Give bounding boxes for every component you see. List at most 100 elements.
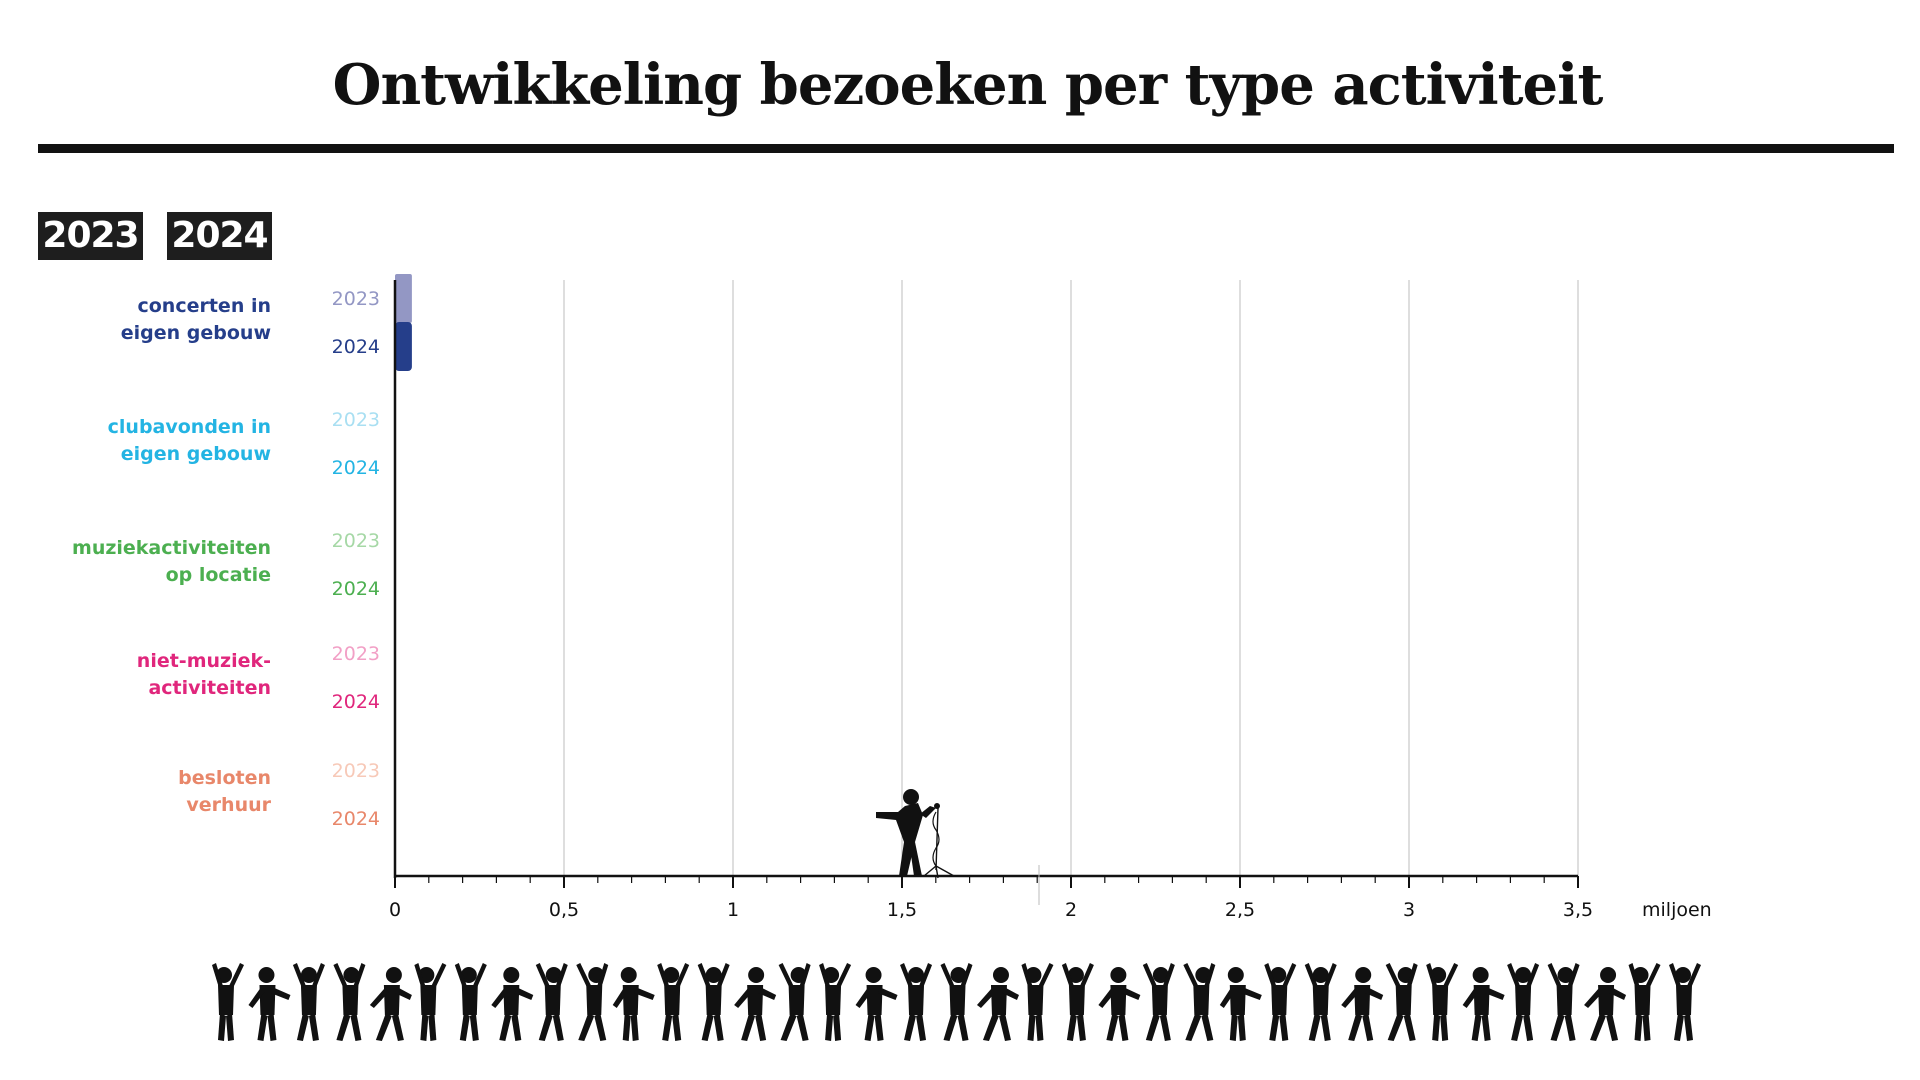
dancer-leg [375, 1013, 392, 1041]
dancer-leg [1027, 1013, 1036, 1041]
dancer-arm [1645, 963, 1661, 988]
dancer-body [1676, 985, 1692, 1015]
dancer-leg [874, 1013, 884, 1041]
dancer-arm [1162, 963, 1175, 988]
dancer-head [748, 967, 765, 983]
dancer-icon [657, 963, 690, 1041]
dancer-leg [308, 1013, 319, 1041]
dancer-arm [514, 988, 534, 1000]
dancer-arm [1443, 963, 1459, 988]
year-label-2023: 2023 [332, 288, 380, 310]
dancer-leg [864, 1013, 875, 1041]
dancer-arm [799, 963, 811, 988]
dancer-head [1270, 967, 1287, 983]
category-label-3: niet-muziek- [137, 650, 271, 672]
dancer-body [461, 985, 478, 1015]
category-label-3: activiteiten [148, 677, 271, 699]
dancer-arm [1240, 988, 1262, 1000]
dancer-arm [491, 988, 509, 1008]
dancer-leg [1471, 1013, 1482, 1041]
dancer-arm [472, 963, 487, 988]
bars [395, 274, 412, 371]
dancer-body [908, 985, 925, 1015]
dancer-leg [257, 1013, 268, 1041]
dancer-leg [1229, 1013, 1238, 1041]
dancer-arm [1687, 963, 1701, 988]
dancer-head [865, 967, 882, 983]
dancer-leg [1362, 1013, 1374, 1041]
dancer-arm [1567, 963, 1580, 988]
dancer-arm [1282, 963, 1297, 988]
dancer-leg [1035, 1013, 1044, 1041]
dancer-head [1600, 967, 1617, 983]
dancer-leg [336, 1013, 351, 1041]
dancer-arm [1021, 963, 1033, 988]
dancer-body [1271, 985, 1288, 1015]
dancer-leg [755, 1013, 767, 1041]
category-label-2: muziekactiviteiten [72, 537, 271, 559]
dancer-body [544, 985, 561, 1015]
bar-0-2023 [395, 274, 412, 323]
dancer-leg [1564, 1013, 1576, 1041]
dancer-head [1312, 967, 1329, 983]
dancer-leg [1076, 1013, 1086, 1041]
dancer-leg [218, 1013, 226, 1041]
dancer-icon [697, 963, 730, 1041]
dancer-leg [1403, 1013, 1416, 1041]
dancer-icon [454, 963, 487, 1041]
dancer-icon [976, 967, 1019, 1041]
dancer-leg [1185, 1013, 1202, 1041]
dancer-leg [1237, 1013, 1246, 1041]
dancer-icon [535, 963, 568, 1041]
dancer-leg [1432, 1013, 1441, 1041]
dancer-arm [1426, 963, 1438, 988]
dancer-icon [292, 963, 325, 1041]
dancer-body [1027, 985, 1044, 1015]
singer-with-microphone-icon [876, 789, 955, 879]
category-label-4: verhuur [186, 794, 271, 816]
category-label-0: eigen gebouw [121, 322, 271, 344]
x-tick-label-0: 0 [389, 899, 401, 921]
dancer-arm [1669, 963, 1681, 988]
dancer-arm [431, 963, 447, 988]
dancer-leg [499, 1013, 512, 1041]
dancer-leg [391, 1013, 404, 1041]
dancer-leg [943, 1013, 958, 1041]
dancer-arm [1484, 988, 1505, 1000]
dancer-leg [1634, 1013, 1643, 1041]
chart-title: Ontwikkeling bezoeken per type activitei… [332, 52, 1604, 118]
dancer-head [950, 967, 967, 983]
dancer-leg [825, 1013, 834, 1041]
dancer-head [908, 967, 925, 983]
dancer-icon [369, 967, 412, 1041]
dancer-leg [1511, 1013, 1524, 1041]
dancer-head [1110, 967, 1127, 983]
dancer-body [1634, 985, 1651, 1015]
dancer-leg [998, 1013, 1011, 1041]
dancer-leg [701, 1013, 714, 1041]
dancer-leg [1550, 1013, 1565, 1041]
dancer-arm [1628, 963, 1640, 988]
dancer-arm [1061, 963, 1074, 988]
dancer-leg [1279, 1013, 1289, 1041]
year-label-2024: 2024 [332, 578, 380, 600]
year-label-2023: 2023 [332, 409, 380, 431]
dancer-leg [1590, 1013, 1607, 1041]
year-label-2024: 2024 [332, 691, 380, 713]
dancer-arm [333, 963, 348, 988]
dancer-leg [1145, 1013, 1160, 1041]
dancer-leg [916, 1013, 927, 1041]
dancer-leg [594, 1013, 607, 1041]
dancer-arm [535, 963, 550, 988]
dancer-arm [1038, 963, 1054, 988]
dancer-leg [1269, 1013, 1280, 1041]
dancer-arm [855, 988, 872, 1008]
dancer-icon [1507, 963, 1540, 1041]
dancer-icon [1669, 963, 1701, 1041]
dancer-leg [1201, 1013, 1214, 1041]
year-label-2024: 2024 [332, 808, 380, 830]
dancer-leg [552, 1013, 564, 1041]
dancer-leg [1066, 1013, 1077, 1041]
category-label-0: concerten in [137, 295, 271, 317]
dancer-arm [212, 963, 223, 988]
